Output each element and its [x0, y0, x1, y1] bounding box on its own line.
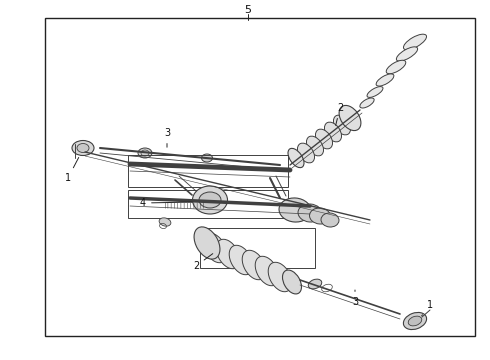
Ellipse shape	[194, 227, 220, 259]
Text: |||||||||||||: |||||||||||||	[164, 202, 206, 208]
Ellipse shape	[255, 256, 279, 286]
Text: 3: 3	[352, 290, 358, 307]
Ellipse shape	[203, 233, 227, 263]
Ellipse shape	[367, 86, 383, 98]
Text: 1: 1	[65, 157, 79, 183]
Ellipse shape	[310, 208, 330, 224]
Ellipse shape	[408, 316, 422, 326]
Ellipse shape	[339, 105, 361, 131]
Ellipse shape	[316, 129, 333, 149]
Ellipse shape	[283, 270, 301, 294]
Ellipse shape	[201, 154, 213, 162]
Text: 5: 5	[245, 5, 251, 15]
Text: 2: 2	[193, 254, 213, 271]
Text: 1: 1	[422, 300, 433, 316]
Ellipse shape	[324, 122, 342, 142]
Ellipse shape	[396, 47, 417, 61]
Ellipse shape	[268, 262, 292, 292]
Ellipse shape	[216, 239, 240, 269]
Bar	[200, 228, 315, 268]
Ellipse shape	[193, 186, 227, 214]
Ellipse shape	[297, 143, 315, 163]
Ellipse shape	[386, 60, 406, 74]
Ellipse shape	[159, 218, 171, 226]
Ellipse shape	[279, 198, 311, 222]
Ellipse shape	[242, 250, 266, 280]
Ellipse shape	[403, 312, 427, 329]
Ellipse shape	[308, 279, 322, 289]
Text: 4: 4	[140, 198, 192, 208]
Text: 2: 2	[336, 103, 343, 125]
Ellipse shape	[229, 245, 253, 275]
Ellipse shape	[77, 144, 89, 153]
Ellipse shape	[321, 213, 339, 227]
Ellipse shape	[334, 115, 350, 135]
Ellipse shape	[298, 204, 322, 222]
Ellipse shape	[376, 74, 394, 86]
Ellipse shape	[288, 148, 304, 168]
Bar	[128, 190, 288, 218]
Bar	[45, 18, 475, 336]
Text: 3: 3	[164, 128, 170, 147]
Ellipse shape	[360, 98, 374, 108]
Bar	[128, 155, 288, 187]
Ellipse shape	[138, 148, 152, 158]
Ellipse shape	[306, 136, 323, 156]
Ellipse shape	[199, 192, 221, 208]
Ellipse shape	[403, 34, 426, 50]
Ellipse shape	[72, 140, 94, 156]
